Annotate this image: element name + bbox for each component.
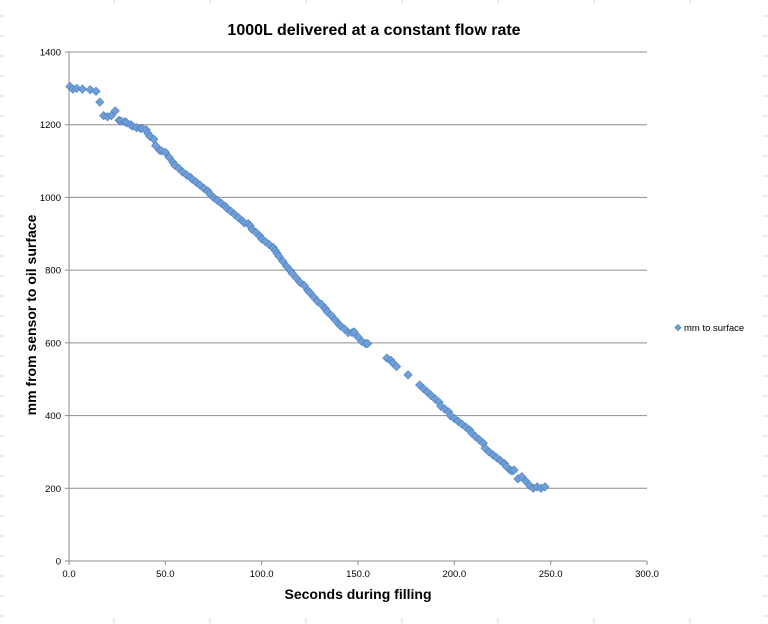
y-axis-ticks: 0 200 400 600 800 1000 1200 1400 — [40, 48, 69, 568]
data-point[interactable] — [436, 401, 446, 411]
y-tick-label: 200 — [45, 484, 61, 495]
data-point[interactable] — [95, 97, 105, 107]
y-tick-label: 0 — [56, 557, 61, 568]
axes — [68, 52, 647, 562]
data-point[interactable] — [208, 192, 219, 203]
y-tick-label: 400 — [45, 411, 61, 422]
data-point[interactable] — [181, 170, 192, 180]
data-point[interactable] — [418, 384, 429, 394]
data-point[interactable] — [187, 174, 197, 184]
data-point[interactable] — [164, 152, 174, 163]
data-point[interactable] — [91, 86, 101, 96]
data-point[interactable] — [145, 131, 155, 141]
data-point[interactable] — [110, 106, 120, 116]
gridlines — [69, 51, 647, 489]
data-point[interactable] — [170, 160, 180, 171]
data-point[interactable] — [349, 327, 359, 337]
data-point[interactable] — [484, 447, 494, 457]
data-point[interactable] — [488, 450, 498, 460]
data-point[interactable] — [453, 416, 463, 427]
legend-label: mm to surface — [684, 323, 744, 334]
y-tick-label: 1200 — [40, 120, 61, 131]
data-point[interactable] — [430, 394, 440, 404]
data-point[interactable] — [222, 203, 232, 213]
legend[interactable]: mm to surface — [674, 323, 744, 334]
data-point[interactable] — [540, 482, 550, 492]
x-tick-label: 250.0 — [539, 569, 563, 580]
data-point[interactable] — [178, 167, 188, 177]
y-tick-label: 600 — [45, 338, 61, 349]
data-point[interactable] — [233, 213, 244, 223]
legend-marker-diamond-icon — [674, 323, 682, 332]
x-axis-ticks: 0.0 50.0 100.0 150.0 200.0 250.0 300.0 — [62, 561, 659, 580]
data-point[interactable] — [257, 234, 267, 244]
x-tick-label: 0.0 — [62, 569, 75, 580]
data-point[interactable] — [274, 251, 284, 261]
chart-title: 1000L delivered at a constant flow rate — [227, 22, 520, 39]
y-tick-label: 1000 — [40, 193, 61, 204]
data-points[interactable] — [65, 81, 550, 493]
data-point[interactable] — [299, 280, 309, 291]
data-point[interactable] — [216, 198, 226, 208]
x-axis-title: Seconds during filling — [285, 586, 432, 602]
data-point[interactable] — [278, 256, 288, 267]
data-point[interactable] — [191, 177, 201, 187]
y-axis-title: mm from sensor to oil surface — [23, 214, 39, 415]
x-tick-label: 50.0 — [156, 569, 175, 580]
x-tick-label: 150.0 — [346, 569, 370, 580]
data-point[interactable] — [312, 296, 323, 307]
data-point[interactable] — [492, 453, 502, 463]
data-point[interactable] — [474, 435, 485, 445]
data-point[interactable] — [403, 370, 413, 380]
data-point[interactable] — [77, 84, 88, 94]
data-point[interactable] — [470, 432, 481, 442]
data-point[interactable] — [336, 321, 346, 331]
data-point[interactable] — [363, 338, 373, 349]
y-tick-label: 800 — [45, 266, 61, 277]
data-point[interactable] — [72, 83, 82, 93]
data-point[interactable] — [199, 183, 209, 193]
x-tick-label: 200.0 — [442, 569, 466, 580]
data-point[interactable] — [160, 147, 170, 157]
x-tick-label: 100.0 — [250, 569, 274, 580]
x-tick-label: 300.0 — [635, 569, 659, 580]
y-tick-label: 1400 — [40, 48, 61, 59]
data-point[interactable] — [391, 361, 402, 372]
data-point[interactable] — [509, 465, 519, 475]
